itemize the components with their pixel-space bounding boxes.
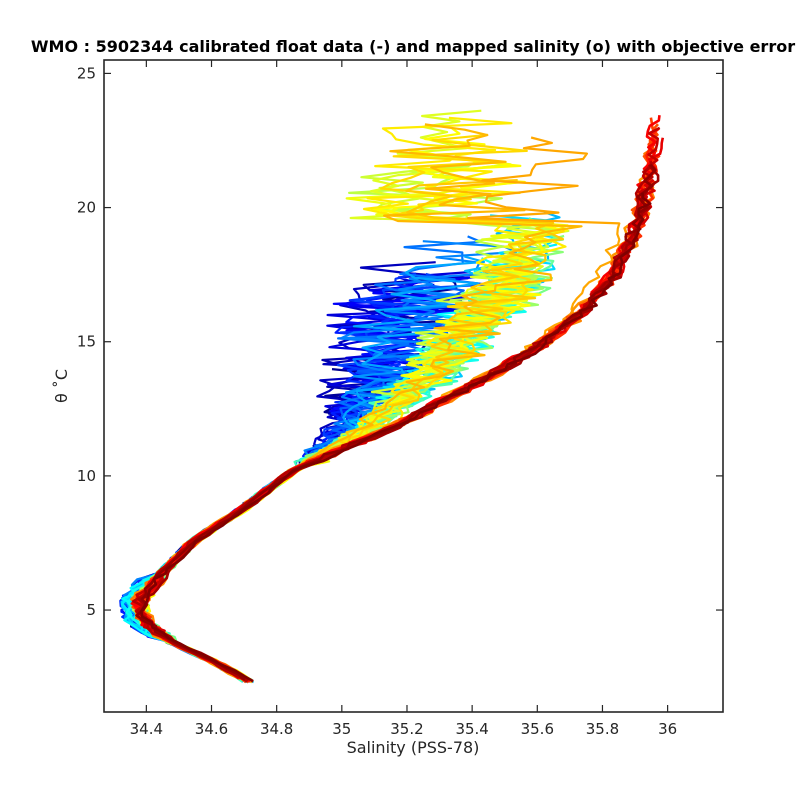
chart-title: WMO : 5902344 calibrated float data (-) … bbox=[31, 37, 795, 56]
x-tick-label: 34.6 bbox=[195, 720, 228, 738]
axes-box bbox=[103, 59, 724, 713]
x-tick-label: 35.2 bbox=[390, 720, 423, 738]
x-tick-label: 35.4 bbox=[455, 720, 488, 738]
x-tick-label: 34.4 bbox=[130, 720, 163, 738]
y-tick-label: 5 bbox=[86, 601, 96, 619]
x-tick-label: 36 bbox=[658, 720, 677, 738]
x-tick-label: 35.8 bbox=[586, 720, 619, 738]
y-tick-label: 25 bbox=[77, 64, 96, 82]
y-tick-label: 20 bbox=[77, 199, 96, 217]
x-tick-label: 34.8 bbox=[260, 720, 293, 738]
x-tick-label: 35 bbox=[332, 720, 351, 738]
profile-line bbox=[139, 192, 652, 683]
y-tick-label: 10 bbox=[77, 467, 96, 485]
y-axis-label: θ ˚C bbox=[52, 369, 71, 403]
y-tick-label: 15 bbox=[77, 333, 96, 351]
plot-area bbox=[104, 60, 723, 712]
x-axis: 34.4 34.6 34.8 35 35.2 35.4 35.6 35.8 36 bbox=[130, 60, 677, 738]
x-tick-label: 35.6 bbox=[521, 720, 554, 738]
profile-line bbox=[132, 160, 654, 683]
profile-lines bbox=[119, 109, 665, 684]
y-axis: 5 10 15 20 25 bbox=[77, 64, 723, 619]
x-axis-label: Salinity (PSS-78) bbox=[347, 738, 480, 757]
